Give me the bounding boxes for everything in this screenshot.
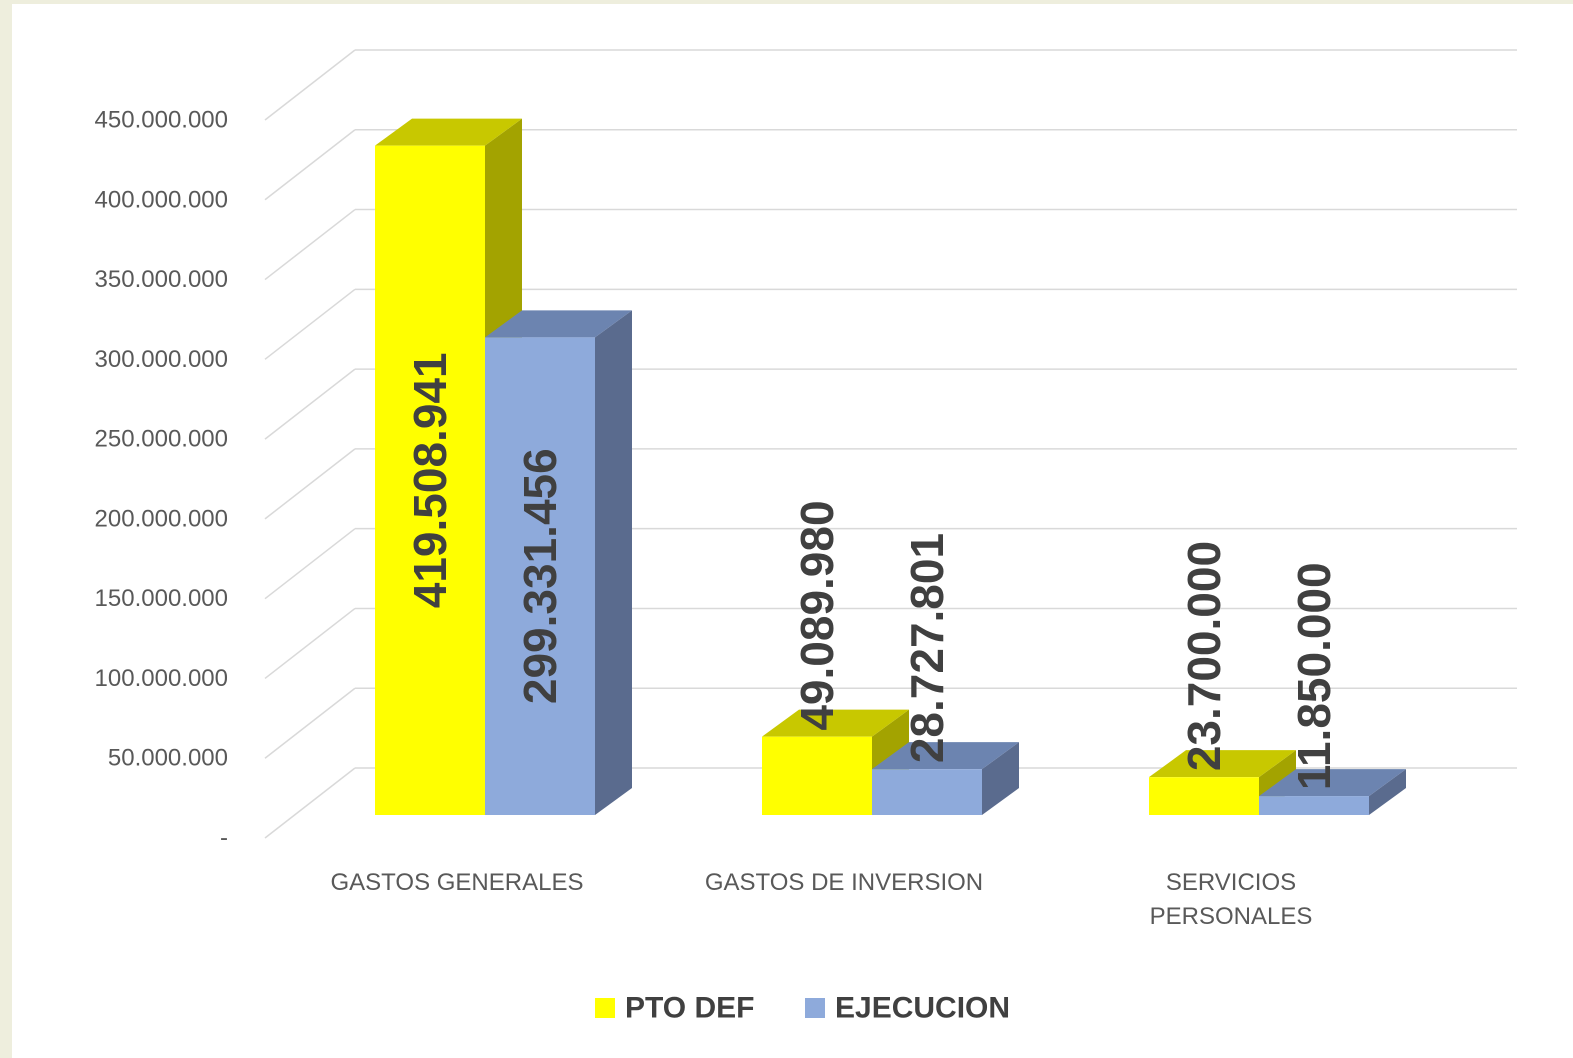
bar bbox=[485, 310, 632, 815]
y-tick-label: 50.000.000 bbox=[108, 745, 228, 772]
grid-line-side bbox=[264, 448, 356, 520]
legend-swatch bbox=[805, 998, 825, 1018]
legend-label: EJECUCION bbox=[835, 992, 1010, 1025]
bar-side bbox=[595, 310, 632, 815]
y-tick-label: 400.000.000 bbox=[95, 186, 228, 213]
value-label: 11.850.000 bbox=[1288, 562, 1340, 790]
y-tick-label: 350.000.000 bbox=[95, 266, 228, 293]
bar-front bbox=[485, 337, 595, 815]
chart-card bbox=[12, 4, 1573, 1058]
value-label: 23.700.000 bbox=[1178, 541, 1230, 771]
legend-swatch bbox=[595, 998, 615, 1018]
y-tick-label: 250.000.000 bbox=[95, 426, 228, 453]
grid-line-side bbox=[264, 129, 356, 201]
grid-line-side bbox=[264, 49, 356, 121]
bar-side bbox=[1369, 769, 1406, 815]
bar-front bbox=[375, 145, 485, 816]
x-tick-label: GASTOS DE INVERSION bbox=[704, 869, 984, 896]
grid-line-side bbox=[264, 528, 356, 600]
grid-line-side bbox=[264, 607, 356, 680]
bar bbox=[1149, 750, 1296, 815]
grid-line-side bbox=[264, 288, 356, 360]
bar bbox=[1259, 769, 1406, 815]
y-tick-label: 300.000.000 bbox=[95, 346, 228, 373]
legend-label: PTO DEF bbox=[625, 992, 754, 1025]
grid-line-side bbox=[264, 208, 356, 281]
bar-top bbox=[1149, 750, 1296, 778]
bar-top bbox=[1259, 769, 1406, 797]
grid-line-side bbox=[264, 767, 356, 839]
grid-line-side bbox=[264, 368, 356, 440]
bar-side bbox=[982, 742, 1019, 815]
y-tick-label: 100.000.000 bbox=[95, 665, 228, 692]
value-label: 419.508.941 bbox=[404, 352, 456, 608]
y-tick-label: 200.000.000 bbox=[95, 505, 228, 532]
value-label: 28.727.801 bbox=[901, 533, 953, 763]
bar-top bbox=[872, 742, 1019, 770]
value-label: 49.089.980 bbox=[791, 500, 843, 730]
y-tick-label: 150.000.000 bbox=[95, 585, 228, 612]
bar-top bbox=[375, 118, 522, 146]
y-tick-label: 450.000.000 bbox=[95, 107, 228, 134]
x-tick-label: SERVICIOS PERSONALES bbox=[1149, 869, 1313, 930]
x-tick-label: GASTOS GENERALES bbox=[330, 869, 584, 896]
bar-front bbox=[762, 736, 872, 815]
y-tick-label: - bbox=[220, 825, 228, 852]
grid-line-side bbox=[264, 687, 356, 759]
bar-front bbox=[1259, 796, 1369, 815]
bar-top bbox=[485, 310, 632, 338]
bar-front bbox=[1149, 777, 1259, 815]
bar bbox=[872, 742, 1019, 815]
value-label: 299.331.456 bbox=[514, 448, 566, 704]
bar-front bbox=[872, 769, 982, 815]
bar-top bbox=[762, 709, 909, 737]
